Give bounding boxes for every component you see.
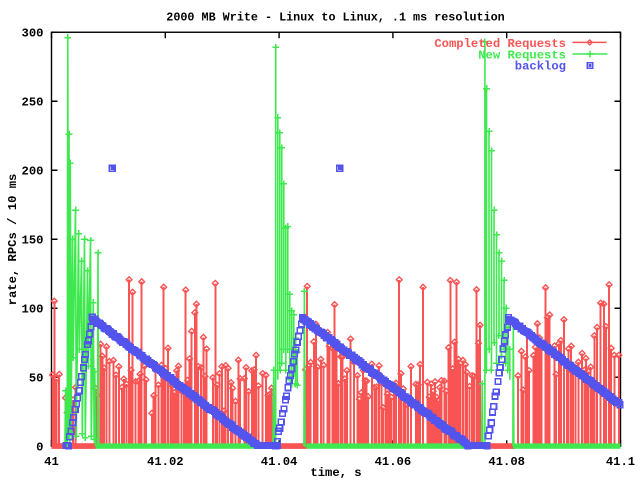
svg-text:backlog: backlog — [515, 60, 566, 74]
svg-text:rate, RPCs / 10 ms: rate, RPCs / 10 ms — [6, 174, 20, 306]
svg-text:Completed Requests: Completed Requests — [434, 37, 566, 51]
svg-text:41.02: 41.02 — [147, 455, 184, 469]
svg-text:41.1: 41.1 — [606, 455, 635, 469]
svg-text:41: 41 — [44, 455, 59, 469]
svg-text:41.08: 41.08 — [488, 455, 525, 469]
svg-text:150: 150 — [22, 234, 44, 248]
svg-text:50: 50 — [29, 372, 44, 386]
svg-text:200: 200 — [22, 165, 44, 179]
svg-text:2000 MB Write - Linux to Linux: 2000 MB Write - Linux to Linux, .1 ms re… — [166, 10, 504, 24]
svg-text:New Requests: New Requests — [478, 48, 566, 62]
svg-text:time, s: time, s — [310, 466, 361, 480]
svg-text:300: 300 — [22, 27, 44, 41]
svg-text:41.06: 41.06 — [375, 455, 412, 469]
svg-text:250: 250 — [22, 96, 44, 110]
svg-text:0: 0 — [36, 441, 43, 455]
svg-text:100: 100 — [22, 303, 44, 317]
svg-text:41.04: 41.04 — [261, 455, 298, 469]
